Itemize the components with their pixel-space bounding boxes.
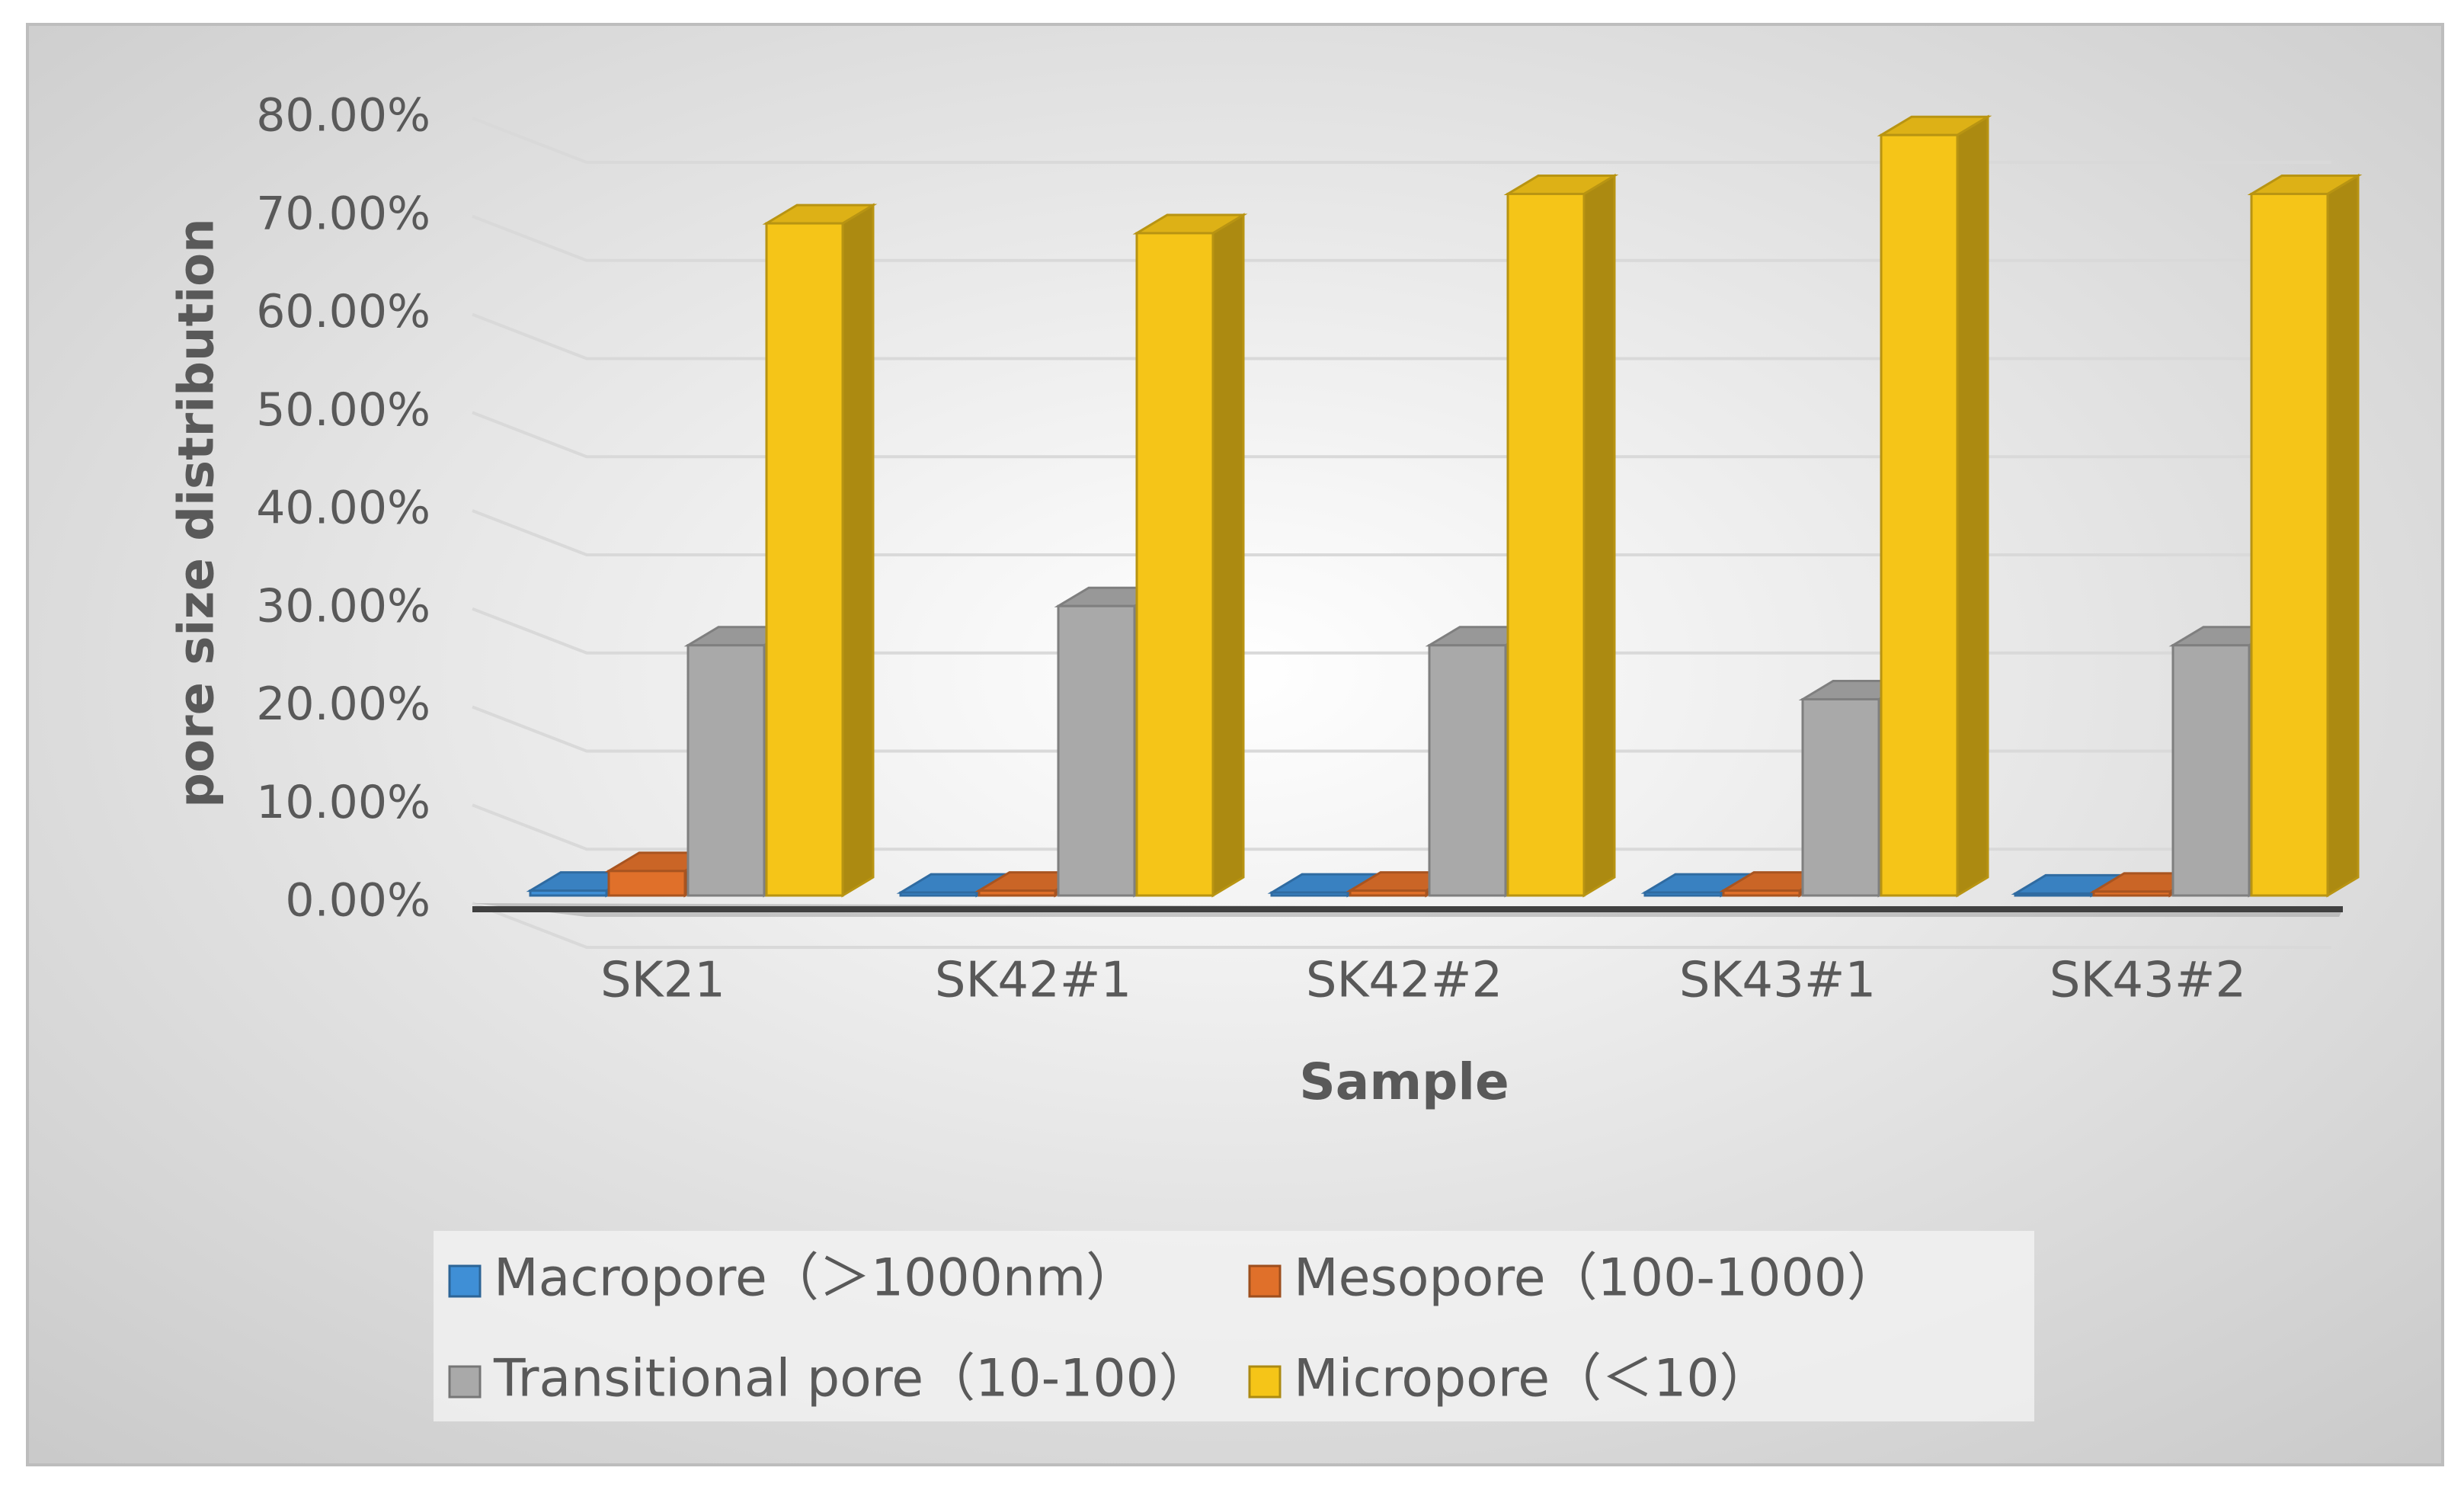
bar: [1428, 644, 1507, 897]
bar: [1643, 891, 1723, 897]
grid-line: [472, 509, 2331, 556]
y-tick-label: 50.00%: [256, 383, 430, 437]
y-tick-label: 20.00%: [256, 678, 430, 731]
bar: [765, 222, 844, 897]
legend-label: Micropore（＜10）: [1294, 1349, 1771, 1409]
x-tick-label: SK21: [600, 953, 725, 1009]
y-tick-label: 30.00%: [256, 579, 430, 633]
bar: [899, 891, 978, 897]
y-axis-title: pore size distribution: [169, 218, 226, 807]
bar: [1057, 604, 1136, 897]
y-tick-label: 80.00%: [256, 89, 430, 143]
y-tick-label: 60.00%: [256, 285, 430, 338]
x-tick-label: SK42#2: [1306, 953, 1502, 1009]
bar: [529, 889, 608, 897]
bar: [1801, 698, 1880, 897]
y-tick-label: 0.00%: [285, 874, 430, 928]
legend-swatch: [1248, 1365, 1282, 1399]
x-tick-label: SK42#1: [935, 953, 1131, 1009]
bar: [978, 889, 1057, 897]
legend-label: Macropore（＞1000nm）: [494, 1248, 1138, 1309]
grid-line: [472, 607, 2331, 655]
legend-swatch: [448, 1264, 482, 1298]
bar-side: [1582, 173, 1616, 898]
bar: [1349, 889, 1428, 897]
bar-side: [841, 203, 875, 898]
bar: [1135, 232, 1214, 897]
grid-line: [472, 411, 2331, 459]
y-tick-label: 40.00%: [256, 482, 430, 535]
bar: [1722, 889, 1801, 897]
grid-line: [472, 902, 2331, 949]
bar: [2171, 644, 2251, 897]
x-tick-label: SK43#2: [2050, 953, 2246, 1009]
x-tick-label: SK43#1: [1679, 953, 1876, 1009]
grid-line: [472, 117, 2331, 164]
grid-line: [472, 312, 2331, 360]
bar: [1506, 192, 1586, 897]
y-tick-label: 10.00%: [256, 776, 430, 829]
bar-side: [1956, 114, 1989, 898]
y-tick-label: 70.00%: [256, 187, 430, 240]
legend-box: [434, 1231, 2034, 1421]
grid-line: [472, 705, 2331, 753]
bar: [686, 644, 766, 897]
legend-swatch: [1248, 1264, 1282, 1298]
bar: [1270, 891, 1349, 897]
bar: [1880, 133, 1959, 897]
bar-side: [1211, 213, 1245, 898]
legend-label: Transitional pore（10-100）: [493, 1349, 1211, 1409]
bar: [2014, 892, 2093, 897]
x-axis-title: Sample: [1299, 1053, 1509, 1111]
bar-side: [2326, 173, 2360, 898]
bar: [2250, 192, 2329, 897]
bar: [607, 870, 686, 897]
bar: [2092, 890, 2171, 897]
grid-line: [472, 803, 2331, 851]
legend-label: Mesopore（100-1000）: [1294, 1248, 1899, 1309]
grid-line: [472, 214, 2331, 262]
legend-swatch: [448, 1365, 482, 1399]
